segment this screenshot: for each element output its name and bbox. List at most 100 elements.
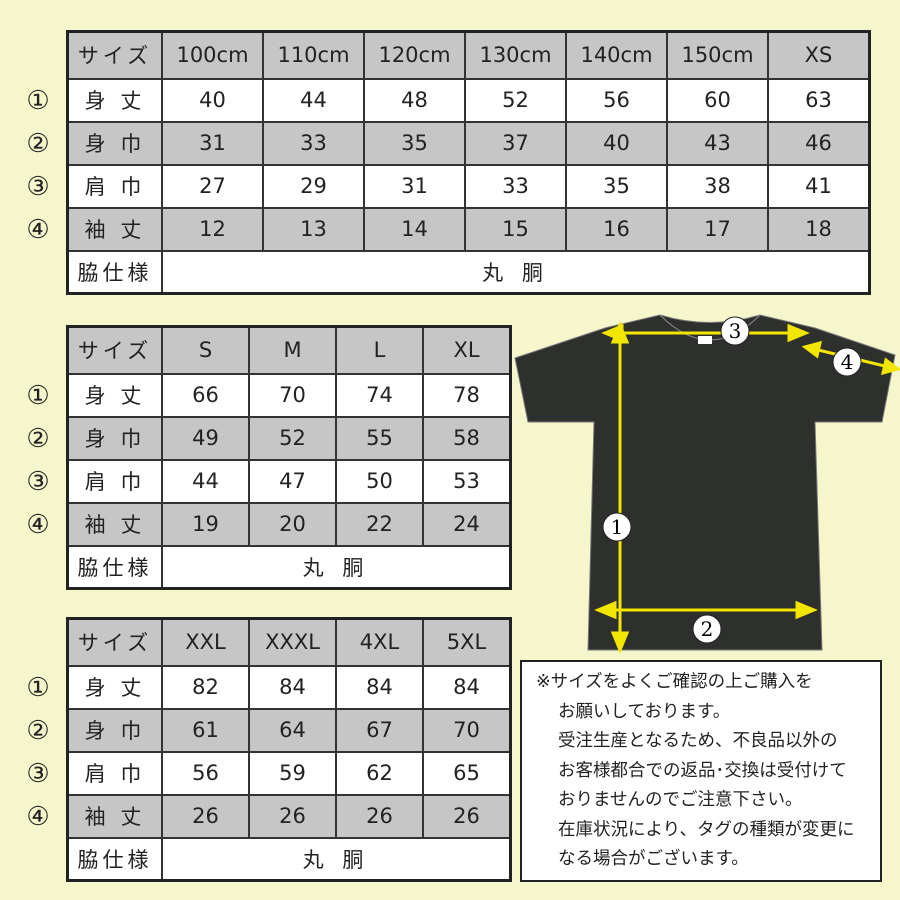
tshirt-diagram: 3 4 1 2: [514, 314, 900, 654]
measurement-label: 身 巾: [66, 707, 163, 753]
side-spec-label: 脇仕様: [66, 544, 163, 590]
measurement-value: 48: [363, 77, 466, 123]
measurement-row: 身 丈 66 70 74 78: [66, 372, 512, 418]
notice-line: 受注生産となるため、不良品以外の: [558, 731, 838, 751]
measurement-value: 26: [161, 793, 250, 839]
size-column-header: 130cm: [464, 30, 567, 80]
measurement-row: 肩 巾 44 47 50 53: [66, 458, 512, 504]
measurement-value: 41: [767, 163, 871, 209]
measurement-value: 46: [767, 120, 871, 166]
row-number-marker: ④: [26, 215, 50, 245]
size-column-header: 120cm: [363, 30, 466, 80]
measurement-value: 60: [666, 77, 769, 123]
measurement-label: 肩 巾: [66, 750, 163, 796]
measurement-value: 26: [422, 793, 512, 839]
size-column-header: 4XL: [335, 617, 424, 667]
measurement-value: 40: [161, 77, 264, 123]
marker-length: 1: [611, 515, 624, 539]
measurement-row: 身 巾 61 64 67 70: [66, 707, 512, 753]
measurement-value: 22: [335, 501, 424, 547]
measurement-label: 袖 丈: [66, 501, 163, 547]
row-number-marker: ①: [26, 381, 50, 411]
row-number-marker: ③: [26, 172, 50, 202]
measurement-row: 肩 巾 56 59 62 65: [66, 750, 512, 796]
side-spec-row: 脇仕様丸 胴: [66, 249, 871, 295]
measurement-value: 56: [161, 750, 250, 796]
measurement-value: 62: [335, 750, 424, 796]
header-row: サイズ 100cm 110cm 120cm 130cm 140cm 150cm XS: [66, 30, 871, 80]
size-column-header: 140cm: [565, 30, 668, 80]
measurement-value: 58: [422, 415, 512, 461]
measurement-label: 身 巾: [66, 120, 163, 166]
size-column-header: XS: [767, 30, 871, 80]
size-column-header: 100cm: [161, 30, 264, 80]
size-header-label: サイズ: [66, 617, 163, 667]
measurement-value: 59: [248, 750, 337, 796]
marker-sleeve: 4: [841, 350, 854, 374]
side-spec-row: 脇仕様丸 胴: [66, 544, 512, 590]
row-number-marker: ①: [26, 673, 50, 703]
measurement-value: 52: [464, 77, 567, 123]
size-table: サイズ S M L XL 身 丈 66 70 74 78 身 巾 49 52 55 58 肩 巾 44 47 50 5…: [66, 325, 512, 590]
measurement-value: 13: [262, 206, 365, 252]
measurement-value: 19: [161, 501, 250, 547]
measurement-value: 78: [422, 372, 512, 418]
size-column-header: XL: [422, 325, 512, 375]
row-number-marker: ②: [26, 129, 50, 159]
side-spec-label: 脇仕様: [66, 836, 163, 882]
measurement-value: 20: [248, 501, 337, 547]
measurement-value: 52: [248, 415, 337, 461]
measurement-label: 身 丈: [66, 77, 163, 123]
side-spec-row: 脇仕様丸 胴: [66, 836, 512, 882]
side-spec-value: 丸 胴: [161, 836, 512, 882]
size-column-header: M: [248, 325, 337, 375]
measurement-row: 身 丈 82 84 84 84: [66, 664, 512, 710]
measurement-value: 56: [565, 77, 668, 123]
measurement-value: 18: [767, 206, 871, 252]
measurement-value: 61: [161, 707, 250, 753]
notice-line: なる場合がございます。: [558, 849, 749, 869]
measurement-value: 84: [422, 664, 512, 710]
measurement-row: 袖 丈 26 26 26 26: [66, 793, 512, 839]
measurement-value: 33: [262, 120, 365, 166]
side-spec-value: 丸 胴: [161, 249, 871, 295]
measurement-value: 84: [335, 664, 424, 710]
measurement-value: 43: [666, 120, 769, 166]
measurement-label: 身 丈: [66, 664, 163, 710]
measurement-value: 44: [262, 77, 365, 123]
measurement-value: 47: [248, 458, 337, 504]
measurement-value: 31: [363, 163, 466, 209]
row-number-marker: ①: [26, 86, 50, 116]
measurement-label: 肩 巾: [66, 163, 163, 209]
measurement-value: 17: [666, 206, 769, 252]
measurement-value: 26: [335, 793, 424, 839]
measurement-value: 26: [248, 793, 337, 839]
measurement-value: 27: [161, 163, 264, 209]
size-column-header: 150cm: [666, 30, 769, 80]
measurement-value: 74: [335, 372, 424, 418]
size-column-header: L: [335, 325, 424, 375]
header-row: サイズ S M L XL: [66, 325, 512, 375]
measurement-row: 身 巾 31 33 35 37 40 43 46: [66, 120, 871, 166]
measurement-label: 肩 巾: [66, 458, 163, 504]
measurement-value: 29: [262, 163, 365, 209]
measurement-value: 24: [422, 501, 512, 547]
measurement-value: 44: [161, 458, 250, 504]
measurement-value: 55: [335, 415, 424, 461]
row-number-marker: ②: [26, 716, 50, 746]
row-number-marker: ④: [26, 802, 50, 832]
size-header-label: サイズ: [66, 30, 163, 80]
row-number-marker: ③: [26, 759, 50, 789]
size-column-header: 5XL: [422, 617, 512, 667]
measurement-value: 65: [422, 750, 512, 796]
row-number-marker: ③: [26, 467, 50, 497]
measurement-value: 70: [422, 707, 512, 753]
measurement-row: 肩 巾 27 29 31 33 35 38 41: [66, 163, 871, 209]
measurement-row: 身 巾 49 52 55 58: [66, 415, 512, 461]
size-table: サイズ 100cm 110cm 120cm 130cm 140cm 150cm XS 身 丈 40…: [66, 30, 871, 295]
measurement-label: 袖 丈: [66, 793, 163, 839]
measurement-value: 14: [363, 206, 466, 252]
notice-box: ※サイズをよくご確認の上ご購入を お願いしております。 受注生産となるため、不良…: [520, 660, 882, 882]
measurement-value: 16: [565, 206, 668, 252]
marker-shoulder: 3: [729, 319, 742, 343]
